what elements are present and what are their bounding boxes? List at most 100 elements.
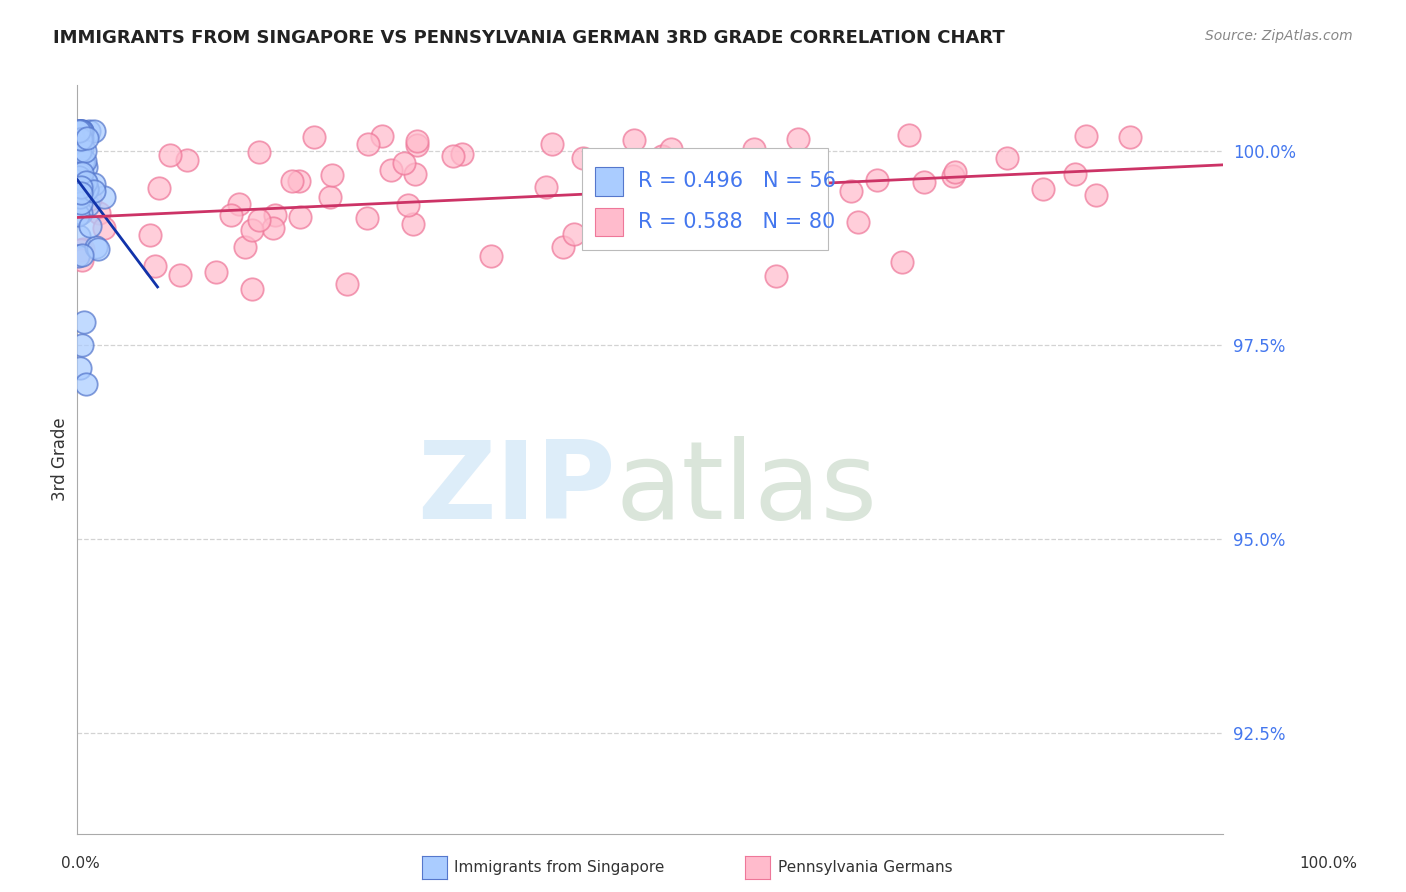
Text: Pennsylvania Germans: Pennsylvania Germans [778,860,952,874]
Point [66,174,89,188]
Point [942,169,965,184]
Point [219,208,242,222]
Point [205,265,228,279]
Point [321,168,343,182]
Point [70,206,93,220]
Point [1074,128,1097,143]
Point [70,186,93,201]
Point [72,181,94,195]
Point [1085,187,1108,202]
Point [737,209,759,223]
Point [401,217,423,231]
Point [72,243,94,257]
Point [72,124,94,138]
Point [1032,182,1054,196]
Point [69,167,91,181]
Point [75,175,97,189]
Point [866,172,889,186]
Point [70,124,93,138]
Point [724,185,747,199]
Point [73,144,96,158]
Point [159,148,181,162]
Point [69,144,91,158]
Point [262,220,284,235]
Point [943,165,966,179]
Point [541,137,564,152]
Point [69,132,91,146]
Point [768,174,790,188]
Point [623,133,645,147]
Point [1064,167,1087,181]
Point [727,228,749,243]
Point [77,124,100,138]
FancyBboxPatch shape [582,148,828,250]
Point [765,268,787,283]
Point [76,182,98,196]
Point [302,129,325,144]
Point [66,209,89,223]
Point [67,124,90,138]
Point [288,210,311,224]
Text: ZIP: ZIP [418,436,616,542]
Point [69,361,91,376]
Point [742,142,765,156]
Point [695,224,717,238]
Point [675,197,697,211]
Point [479,249,502,263]
Bar [595,167,623,195]
Text: R = 0.496   N = 56: R = 0.496 N = 56 [638,171,835,192]
Point [235,240,257,254]
Point [406,138,429,153]
Text: 100.0%: 100.0% [1299,856,1358,871]
Point [143,259,166,273]
Point [661,142,683,156]
Point [848,215,870,229]
Point [754,153,776,167]
Text: 0.0%: 0.0% [60,856,100,871]
Point [659,213,682,227]
Point [70,338,93,352]
Point [70,243,93,257]
Point [176,153,198,167]
Point [73,154,96,169]
Point [93,190,115,204]
Point [70,142,93,156]
Point [75,174,97,188]
Point [169,268,191,282]
Point [70,124,93,138]
Point [1119,130,1142,145]
Point [79,219,101,234]
Point [67,124,90,138]
Text: atlas: atlas [616,436,877,542]
Point [76,182,98,196]
Point [263,208,285,222]
Point [148,181,170,195]
Point [72,154,94,169]
Point [83,177,105,191]
Point [67,179,90,194]
Point [69,190,91,204]
Point [69,124,91,138]
Point [396,197,419,211]
Point [84,240,107,254]
Point [93,221,115,235]
Point [70,131,93,145]
Point [782,225,804,239]
Point [87,242,110,256]
Point [651,149,673,163]
Point [912,175,935,189]
Point [76,198,98,212]
Point [404,167,426,181]
Point [70,165,93,179]
Point [839,184,862,198]
Point [357,136,380,151]
Point [995,151,1018,165]
Point [69,181,91,195]
Point [75,160,97,174]
Y-axis label: 3rd Grade: 3rd Grade [51,417,69,501]
Point [69,229,91,244]
Point [70,248,93,262]
Point [742,196,765,211]
Point [70,180,93,194]
Point [786,132,808,146]
